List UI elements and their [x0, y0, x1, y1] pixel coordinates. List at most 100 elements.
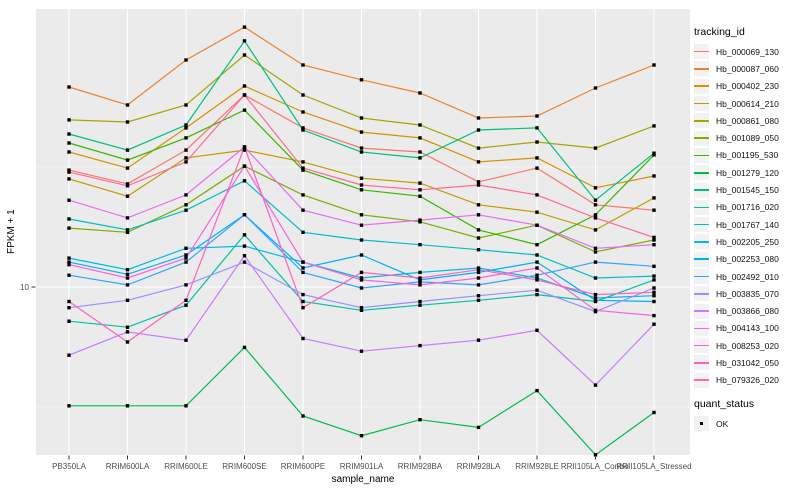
legend-item-label: Hb_001767_140: [716, 219, 779, 230]
data-point: [418, 150, 422, 154]
legend-item-label: Hb_003835_070: [716, 288, 779, 299]
legend-key-line: [694, 50, 709, 53]
data-point: [125, 216, 130, 220]
data-point: [652, 410, 656, 415]
x-tick-label: RRIM600LE: [164, 462, 208, 471]
legend-key-swatch: [694, 44, 709, 60]
data-point: [184, 260, 188, 264]
legend-item: Hb_079326_020: [694, 372, 799, 389]
data-point: [125, 120, 130, 124]
data-point: [535, 288, 539, 292]
data-point: [184, 283, 188, 287]
legend-key-line: [694, 293, 709, 295]
data-point: [418, 278, 422, 282]
data-point: [535, 276, 539, 280]
legend-key-line: [694, 154, 709, 157]
legend-item: Hb_000861_080: [694, 112, 799, 129]
data-point: [535, 278, 539, 282]
legend-item-label: Hb_002253_080: [716, 254, 779, 265]
data-point: [418, 194, 422, 198]
data-point: [301, 208, 305, 212]
data-point: [418, 418, 422, 422]
data-point: [67, 226, 71, 230]
legend-item-label: Hb_079326_020: [716, 375, 779, 386]
data-point: [359, 150, 364, 154]
data-point: [593, 213, 598, 217]
legend-key-line: [694, 137, 709, 139]
data-point: [301, 128, 305, 132]
data-point: [359, 78, 364, 82]
x-tick-label: PB350LA: [52, 462, 86, 471]
legend-item: Hb_002205_250: [694, 233, 799, 250]
data-point: [652, 278, 656, 282]
x-axis-title: sample_name: [331, 474, 395, 485]
legend-key-line: [694, 223, 709, 226]
data-point: [184, 148, 188, 152]
data-point: [476, 180, 481, 184]
legend: tracking_id Hb_000069_130 Hb_000087_060 Hb…: [694, 26, 799, 432]
legend-quant-items: OK: [694, 415, 799, 432]
data-point: [184, 253, 188, 257]
data-point: [242, 84, 247, 88]
data-point: [242, 53, 247, 57]
legend-item-label: Hb_000861_080: [716, 115, 779, 126]
legend-title-quant-status: quant_status: [694, 397, 755, 410]
data-point: [476, 116, 481, 120]
data-point: [652, 208, 656, 212]
data-point: [125, 148, 130, 152]
data-point: [242, 148, 247, 152]
data-point: [67, 170, 71, 174]
data-point: [593, 260, 598, 264]
data-point: [184, 160, 188, 164]
data-point: [184, 298, 188, 302]
legend-item-label: Hb_001089_050: [716, 133, 779, 144]
data-point: [476, 298, 481, 302]
data-point: [242, 93, 247, 97]
data-point: [301, 292, 305, 297]
data-point: [242, 244, 247, 248]
legend-item-label: Hb_000402_230: [716, 81, 779, 92]
legend-key-line: [694, 206, 709, 209]
legend-quant-key-swatch: [694, 416, 709, 432]
legend-item: Hb_003866_080: [694, 302, 799, 319]
data-point: [652, 274, 656, 278]
data-point: [418, 218, 422, 222]
data-point: [593, 276, 598, 280]
data-point: [67, 177, 71, 181]
data-point: [535, 193, 539, 197]
data-point: [652, 63, 656, 67]
data-point: [67, 132, 71, 136]
x-tick-label: RRIM600PE: [281, 462, 325, 471]
data-point: [652, 286, 656, 290]
data-point: [359, 349, 364, 353]
data-point: [301, 166, 305, 170]
data-point: [652, 243, 656, 247]
legend-item-label: Hb_000087_060: [716, 63, 779, 74]
data-point: [184, 156, 188, 160]
data-point: [359, 276, 364, 280]
legend-item-label: Hb_003866_080: [716, 306, 779, 317]
data-point: [301, 270, 305, 275]
data-point: [242, 254, 247, 258]
data-point: [125, 330, 130, 334]
data-point: [67, 198, 71, 202]
data-point: [125, 276, 130, 280]
data-point: [67, 150, 71, 154]
data-point: [67, 319, 71, 323]
data-point: [535, 126, 539, 130]
legend-item: Hb_001279_120: [694, 164, 799, 181]
data-point: [301, 299, 305, 304]
legend-key-line: [694, 120, 709, 122]
legend-item: Hb_000069_130: [694, 43, 799, 60]
data-point: [125, 340, 130, 344]
legend-item: Hb_003835_070: [694, 285, 799, 302]
data-point: [476, 228, 481, 232]
legend-key-swatch: [694, 61, 709, 77]
data-point: [652, 264, 656, 268]
legend-item: Hb_001195_530: [694, 147, 799, 164]
legend-key-line: [694, 241, 709, 243]
legend-key-swatch: [694, 217, 709, 233]
data-point: [67, 118, 71, 122]
data-point: [593, 453, 598, 457]
data-point: [301, 306, 305, 310]
